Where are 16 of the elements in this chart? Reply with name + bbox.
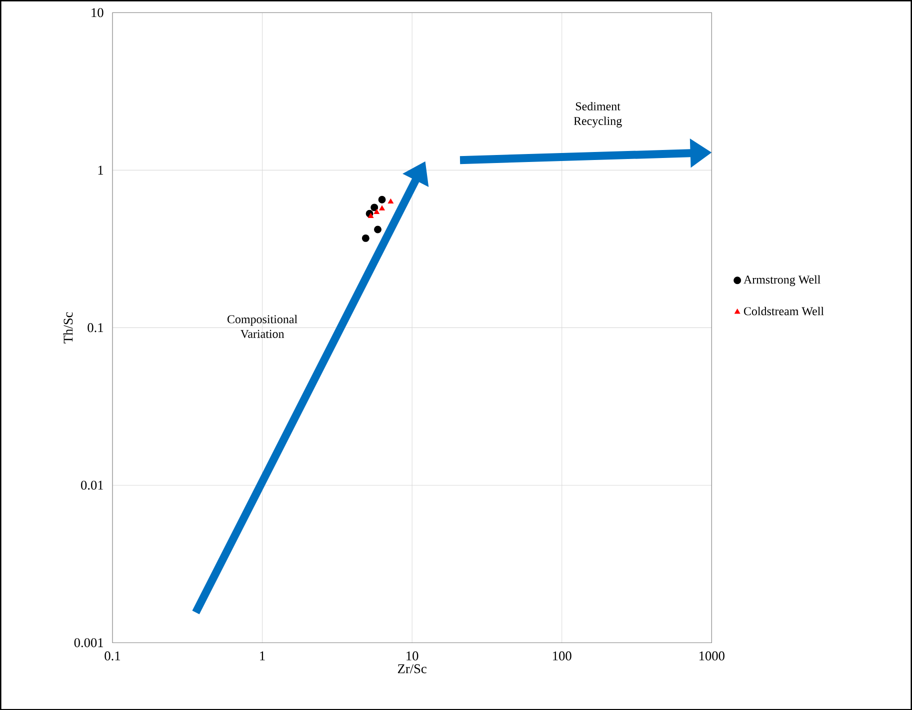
legend-label: Armstrong Well xyxy=(744,275,820,286)
y-tick-label: 0.1 xyxy=(88,323,104,332)
x-tick-label: 1 xyxy=(260,651,265,660)
y-tick-label: 1 xyxy=(98,166,104,174)
y-tick-label: 10 xyxy=(92,8,104,17)
x-tick-label: 1000 xyxy=(699,651,724,660)
x-tick-label: 100 xyxy=(553,651,572,660)
y-tick-label: 0.001 xyxy=(74,638,104,648)
x-tick-label: 10 xyxy=(406,651,418,660)
y-tick-label: 0.01 xyxy=(81,480,104,490)
annotation: Compositional Variation xyxy=(228,314,298,338)
annotation: Sediment Recycling xyxy=(574,102,622,128)
x-tick-label: 0.1 xyxy=(104,651,120,660)
y-axis-title: Th/Sc xyxy=(63,312,73,344)
legend-label: Coldstream Well xyxy=(744,306,824,316)
x-axis-title: Zr/Sc xyxy=(398,664,426,674)
